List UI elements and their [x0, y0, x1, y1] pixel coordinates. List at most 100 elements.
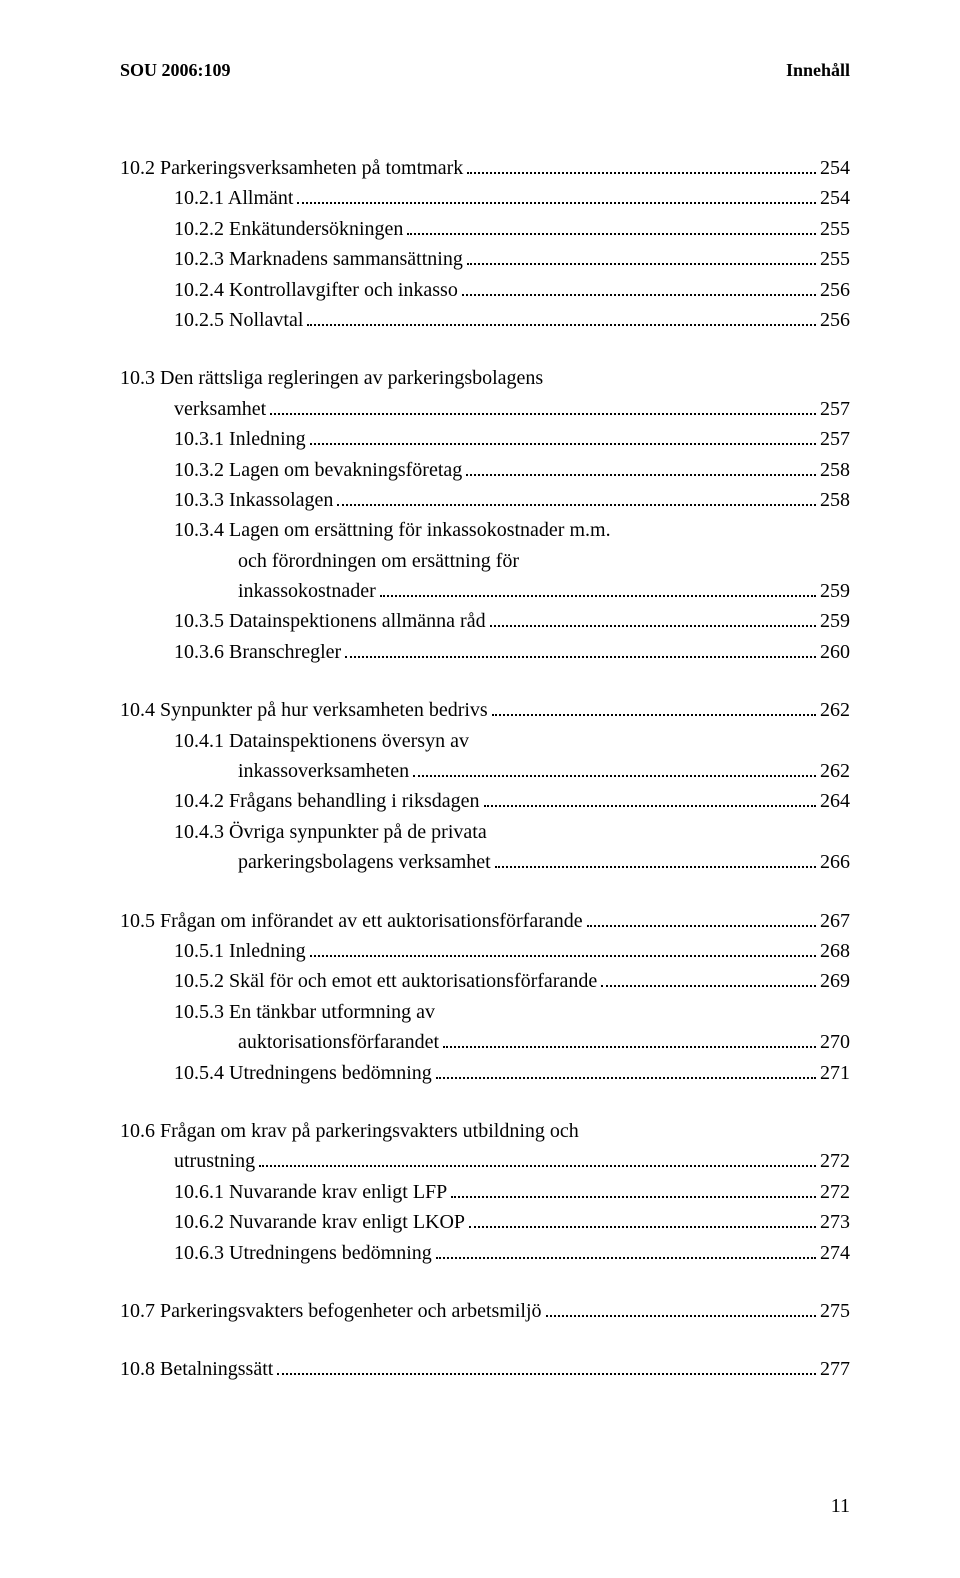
toc-entry: 10.4.3 Övriga synpunkter på de privata [120, 817, 850, 847]
toc-leader-dots [484, 805, 817, 807]
toc-leader-dots [413, 775, 816, 777]
toc-entry-page: 254 [820, 153, 850, 183]
toc-entry-label: 10.6 Frågan om krav på parkeringsvakters… [120, 1116, 579, 1146]
toc-entry-label: 10.4.3 Övriga synpunkter på de privata [174, 817, 487, 847]
toc-leader-dots [601, 985, 816, 987]
toc-entry-page: 264 [820, 786, 850, 816]
toc-entry-label: 10.3.1 Inledning [174, 424, 306, 454]
toc-entry-label: 10.2.4 Kontrollavgifter och inkasso [174, 275, 458, 305]
toc-leader-dots [259, 1165, 816, 1167]
toc-entry-page: 275 [820, 1296, 850, 1326]
toc-entry-page: 259 [820, 576, 850, 606]
toc-leader-dots [469, 1226, 816, 1228]
toc-entry-page: 257 [820, 424, 850, 454]
toc-entry: 10.3.1 Inledning 257 [120, 424, 850, 454]
toc-entry-label: 10.5 Frågan om införandet av ett auktori… [120, 906, 583, 936]
toc-entry-label: 10.2.1 Allmänt [174, 183, 293, 213]
document-page: SOU 2006:109 Innehåll 10.2 Parkeringsver… [0, 0, 960, 1578]
toc-entry-label: 10.4 Synpunkter på hur verksamheten bedr… [120, 695, 488, 725]
toc-entry-page: 271 [820, 1058, 850, 1088]
toc-entry-label: 10.3.5 Datainspektionens allmänna råd [174, 606, 486, 636]
toc-block: 10.8 Betalningssätt277 [120, 1354, 850, 1384]
toc-entry-label: 10.2.3 Marknadens sammansättning [174, 244, 463, 274]
toc-leader-dots [587, 925, 816, 927]
toc-entry-label: 10.5.4 Utredningens bedömning [174, 1058, 432, 1088]
toc-entry-label: 10.4.2 Frågans behandling i riksdagen [174, 786, 480, 816]
toc-entry-continuation: parkeringsbolagens verksamhet266 [120, 847, 850, 877]
toc-entry-label: parkeringsbolagens verksamhet [238, 847, 491, 877]
toc-block: 10.5 Frågan om införandet av ett auktori… [120, 906, 850, 1088]
toc-leader-dots [337, 504, 816, 506]
toc-entry: 10.3.5 Datainspektionens allmänna råd 259 [120, 606, 850, 636]
toc-leader-dots [492, 714, 816, 716]
toc-entry-label: 10.2.5 Nollavtal [174, 305, 303, 335]
toc-entry: 10.5.1 Inledning268 [120, 936, 850, 966]
toc-entry-page: 270 [820, 1027, 850, 1057]
toc-entry-label: och förordningen om ersättning för [238, 546, 519, 576]
header-right: Innehåll [786, 60, 850, 81]
toc-entry: 10.6.3 Utredningens bedömning274 [120, 1238, 850, 1268]
toc-entry-page: 277 [820, 1354, 850, 1384]
toc-leader-dots [436, 1077, 816, 1079]
toc-entry-label: 10.2.2 Enkätundersökningen [174, 214, 403, 244]
toc-entry: 10.4 Synpunkter på hur verksamheten bedr… [120, 695, 850, 725]
toc-entry: 10.4.2 Frågans behandling i riksdagen 264 [120, 786, 850, 816]
toc-entry-label: 10.3 Den rättsliga regleringen av parker… [120, 363, 543, 393]
toc-entry: 10.7 Parkeringsvakters befogenheter och … [120, 1296, 850, 1326]
page-header: SOU 2006:109 Innehåll [120, 60, 850, 81]
toc-entry: 10.5.3 En tänkbar utformning av [120, 997, 850, 1027]
page-number: 11 [831, 1495, 850, 1518]
toc-entry-label: 10.3.3 Inkassolagen [174, 485, 333, 515]
toc-leader-dots [546, 1315, 816, 1317]
toc-leader-dots [380, 595, 816, 597]
toc-entry-label: 10.3.2 Lagen om bevakningsföretag [174, 455, 462, 485]
toc-leader-dots [310, 955, 816, 957]
toc-leader-dots [345, 656, 816, 658]
toc-leader-dots [277, 1373, 816, 1375]
toc-leader-dots [270, 413, 816, 415]
toc-entry-page: 257 [820, 394, 850, 424]
toc-entry: 10.2.5 Nollavtal256 [120, 305, 850, 335]
toc-entry-page: 254 [820, 183, 850, 213]
toc-block: 10.7 Parkeringsvakters befogenheter och … [120, 1296, 850, 1326]
toc-entry-page: 272 [820, 1146, 850, 1176]
toc-entry-page: 255 [820, 244, 850, 274]
toc-leader-dots [466, 474, 816, 476]
toc-entry-label: inkassokostnader [238, 576, 376, 606]
toc-entry-continuation: verksamhet 257 [120, 394, 850, 424]
toc-entry-page: 274 [820, 1238, 850, 1268]
toc-entry: 10.4.1 Datainspektionens översyn av [120, 726, 850, 756]
toc-entry-label: utrustning [174, 1146, 255, 1176]
toc-entry-label: verksamhet [174, 394, 266, 424]
toc-leader-dots [443, 1046, 816, 1048]
toc-entry: 10.3.4 Lagen om ersättning för inkassoko… [120, 515, 850, 545]
toc-entry-page: 258 [820, 485, 850, 515]
table-of-contents: 10.2 Parkeringsverksamheten på tomtmark2… [120, 153, 850, 1385]
toc-block: 10.6 Frågan om krav på parkeringsvakters… [120, 1116, 850, 1268]
toc-entry-label: 10.3.4 Lagen om ersättning för inkassoko… [174, 515, 611, 545]
toc-entry: 10.2.3 Marknadens sammansättning 255 [120, 244, 850, 274]
toc-entry: 10.5.4 Utredningens bedömning 271 [120, 1058, 850, 1088]
toc-entry-continuation: och förordningen om ersättning för [120, 546, 850, 576]
toc-leader-dots [451, 1196, 816, 1198]
toc-entry-continuation: inkassoverksamheten262 [120, 756, 850, 786]
toc-entry: 10.3 Den rättsliga regleringen av parker… [120, 363, 850, 393]
header-left: SOU 2006:109 [120, 60, 231, 81]
toc-leader-dots [307, 324, 816, 326]
toc-entry-continuation: auktorisationsförfarandet 270 [120, 1027, 850, 1057]
toc-entry-label: 10.5.2 Skäl för och emot ett auktorisati… [174, 966, 597, 996]
toc-entry-label: 10.7 Parkeringsvakters befogenheter och … [120, 1296, 542, 1326]
toc-entry: 10.2.2 Enkätundersökningen255 [120, 214, 850, 244]
toc-entry-page: 260 [820, 637, 850, 667]
toc-leader-dots [467, 172, 816, 174]
toc-leader-dots [467, 263, 816, 265]
toc-entry-page: 259 [820, 606, 850, 636]
toc-entry-page: 262 [820, 756, 850, 786]
toc-entry-page: 268 [820, 936, 850, 966]
toc-entry-continuation: inkassokostnader 259 [120, 576, 850, 606]
toc-entry-label: 10.3.6 Branschregler [174, 637, 341, 667]
toc-entry-label: 10.6.1 Nuvarande krav enligt LFP [174, 1177, 447, 1207]
toc-block: 10.4 Synpunkter på hur verksamheten bedr… [120, 695, 850, 877]
toc-entry-label: auktorisationsförfarandet [238, 1027, 439, 1057]
toc-entry: 10.8 Betalningssätt277 [120, 1354, 850, 1384]
